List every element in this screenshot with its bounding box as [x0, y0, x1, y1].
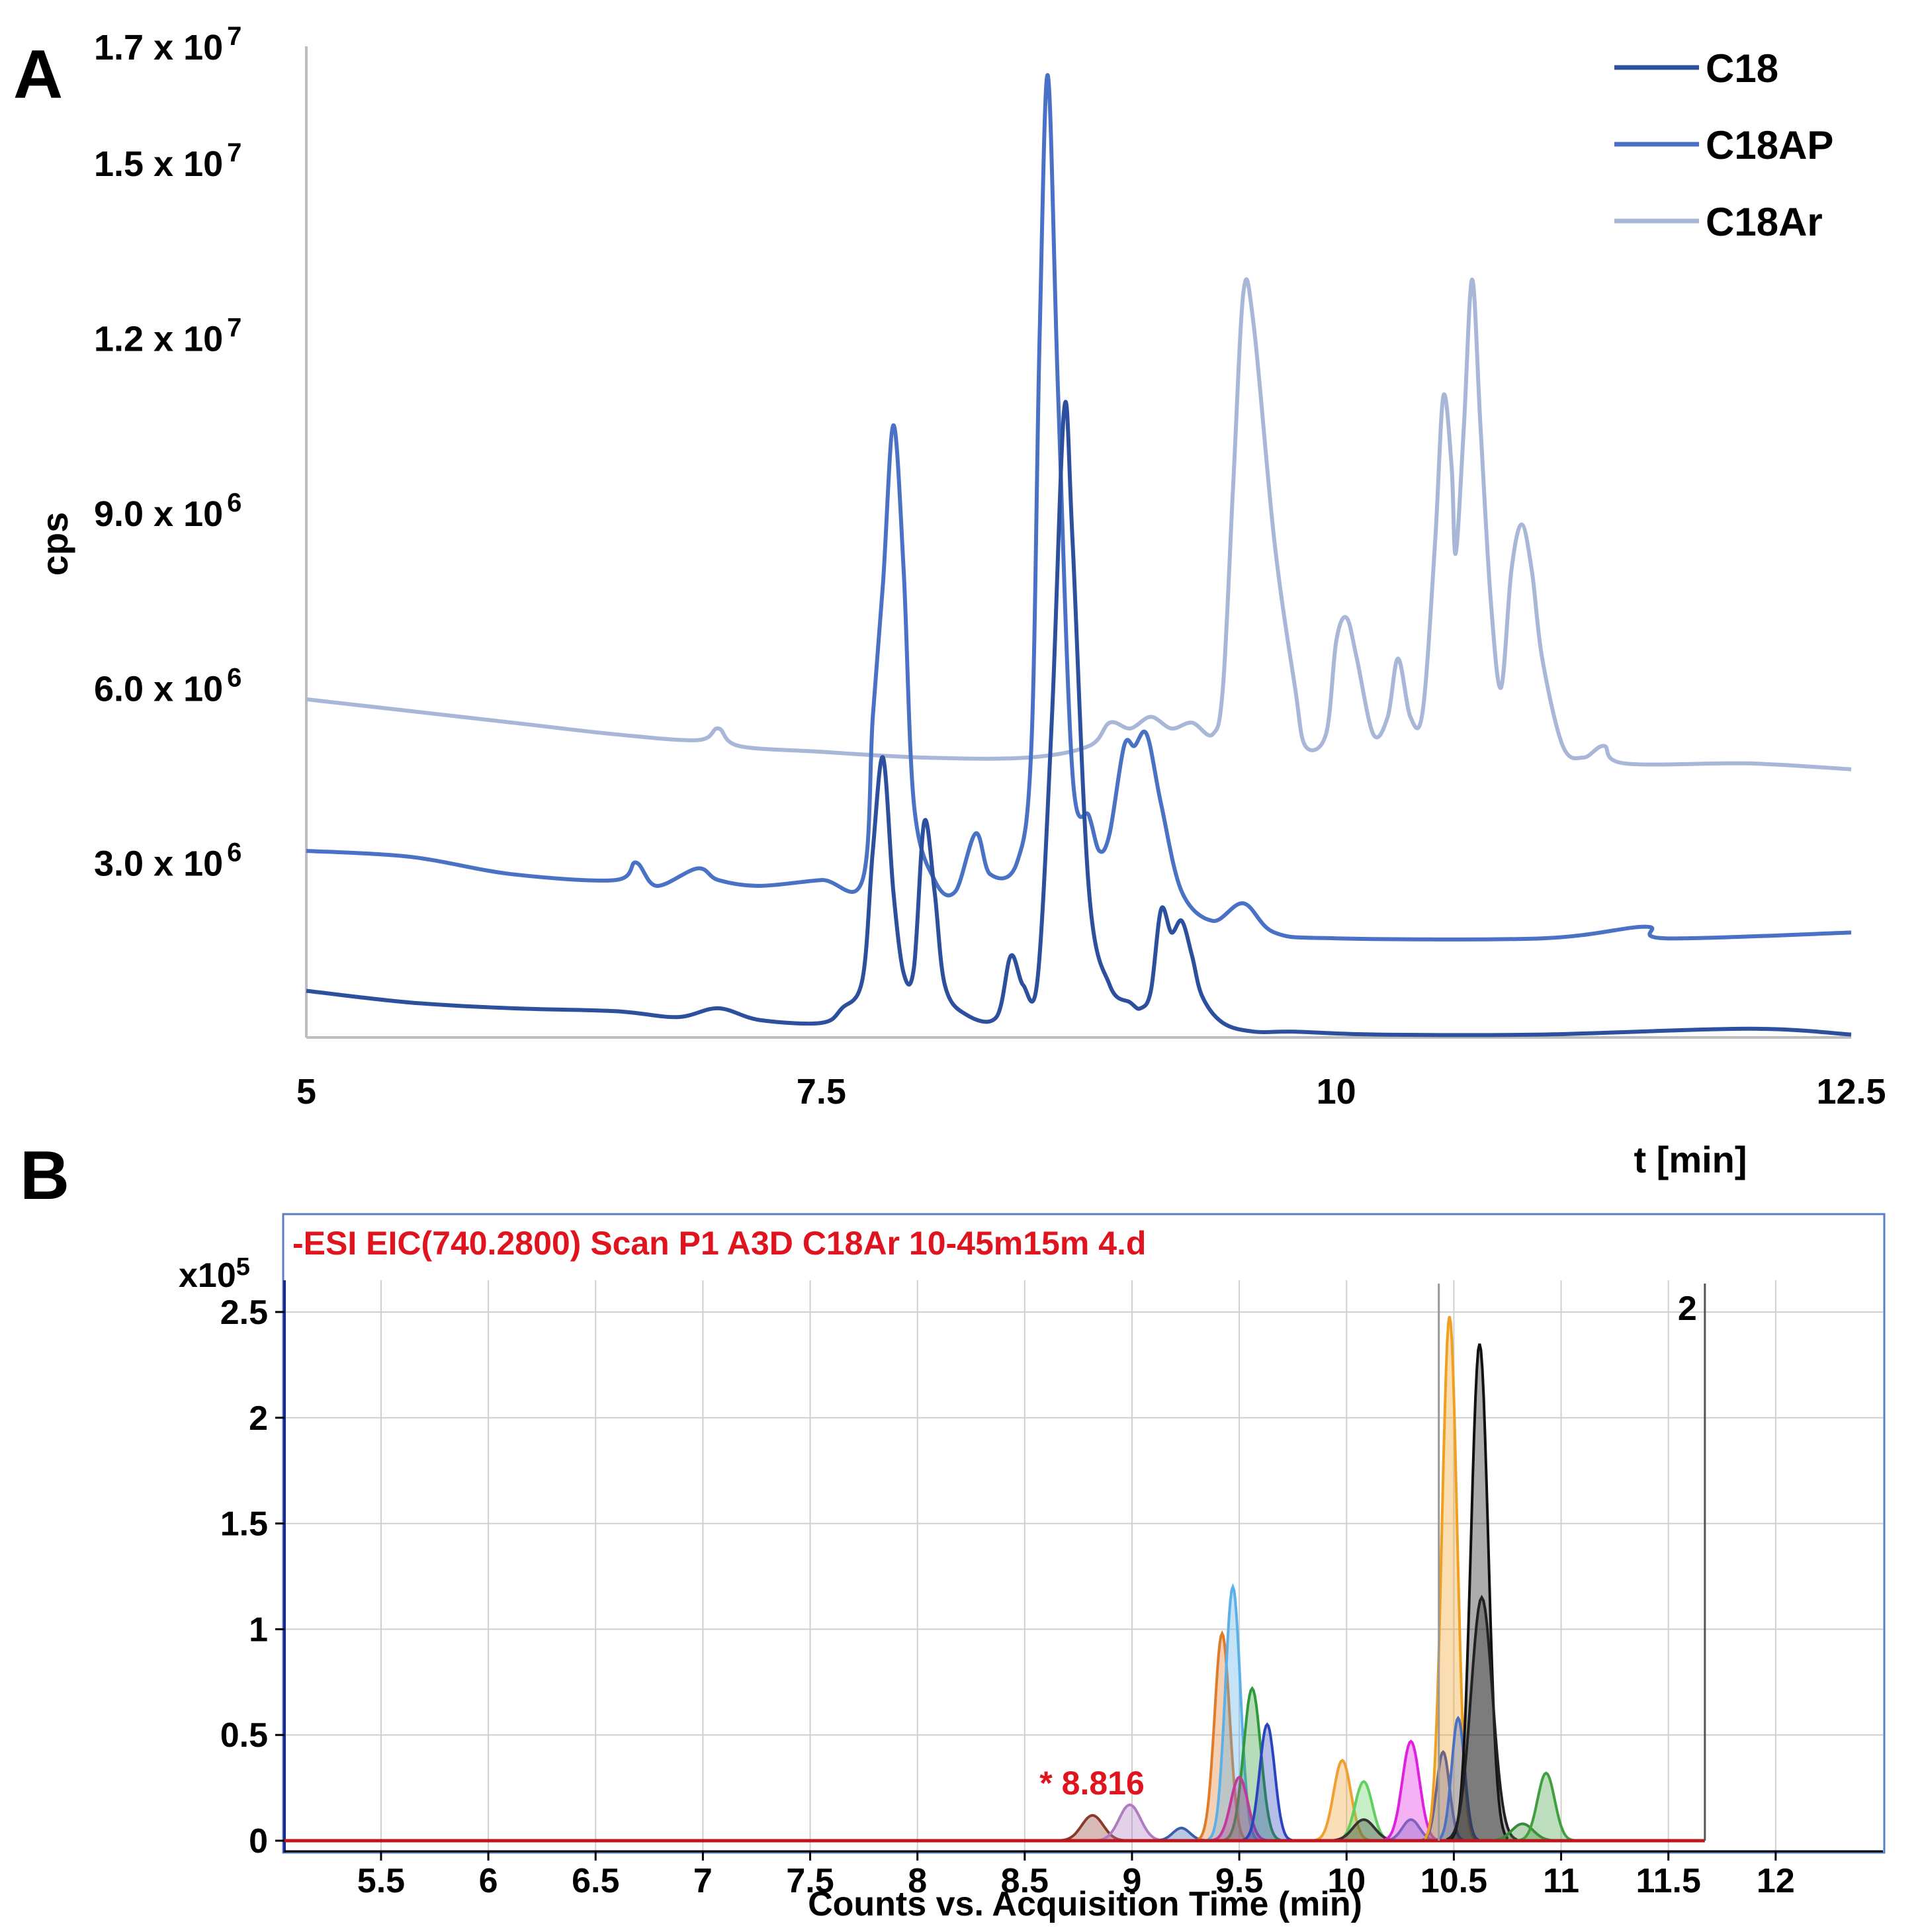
- panel-a-y-tick-mantissa: 3.0 x 10: [94, 844, 223, 884]
- panel-b-x-tick-label: 11.5: [1636, 1862, 1701, 1900]
- panel-b-y-tick-label: 0: [249, 1822, 268, 1861]
- panel-b-y-multiplier-base: x10: [179, 1256, 236, 1295]
- panel-b-x-tick-label: 8: [908, 1862, 927, 1900]
- panel-a-x-label: t [min]: [1634, 1139, 1747, 1180]
- panel-b-peak: [1517, 1771, 1575, 1842]
- panel-b-x-tick-label: 5.5: [357, 1862, 405, 1900]
- panel-a-y-tick-exponent: 6: [227, 488, 241, 517]
- panel-b-frame: [282, 1213, 1886, 1854]
- panel-b-x-tick-label: 10.5: [1420, 1862, 1487, 1900]
- panel-a-y-tick-mantissa: 1.5 x 10: [94, 144, 223, 184]
- panel-b-x-tick-label: 8.5: [1001, 1862, 1049, 1900]
- series-line-c18ar: [306, 277, 1852, 771]
- panel-b-y-tick-label: 1: [249, 1610, 268, 1649]
- panel-a-y-tick-mantissa: 9.0 x 10: [94, 494, 223, 534]
- legend-label-c18ar: C18Ar: [1706, 200, 1823, 244]
- panel-a-y-tick-label: 1.5 x 10 7: [94, 138, 241, 184]
- panel-a-y-tick-label: 6.0 x 10 6: [94, 663, 241, 709]
- panel-a-y-tick-label: 1.2 x 10 7: [94, 314, 241, 359]
- panel-a-x-ticks: 5 7.5 10 12.5: [296, 1072, 1886, 1112]
- panel-b-peak: [1436, 1715, 1480, 1842]
- panel-b-x-tick-label: 9.5: [1215, 1862, 1263, 1900]
- panel-b-y-tick-label: 0.5: [220, 1716, 268, 1755]
- panel-a-x-tick-label: 7.5: [797, 1072, 846, 1112]
- panel-b-y-tick-label: 2.5: [220, 1294, 268, 1332]
- legend-label-c18: C18: [1706, 46, 1778, 91]
- panel-a-y-tick-exponent: 7: [227, 314, 241, 343]
- panel-a-x-tick-label: 12.5: [1816, 1072, 1886, 1112]
- panel-b-x-tick-label: 9: [1123, 1862, 1142, 1900]
- legend-label-c18ap: C18AP: [1706, 123, 1833, 167]
- panel-b-x-tick-label: 12: [1757, 1862, 1795, 1900]
- panel-b-x-tick-label: 6: [479, 1862, 498, 1900]
- panel-b-peak: [1223, 1686, 1282, 1842]
- panel-b-peak: [1382, 1739, 1440, 1842]
- panel-a-y-tick-exponent: 7: [227, 138, 241, 167]
- panel-b-x-tick-label: 6.5: [572, 1862, 619, 1900]
- panel-a-y-tick-exponent: 6: [227, 663, 241, 692]
- panel-b-peaks: [1057, 1315, 1575, 1842]
- panel-b-x-label: Counts vs. Acquisition Time (min): [808, 1885, 1362, 1923]
- panel-letter-a: A: [13, 36, 63, 113]
- panel-b-y-tick-label: 2: [249, 1399, 268, 1438]
- panel-a-y-ticks: 3.0 x 10 66.0 x 10 69.0 x 10 61.2 x 10 71.5 …: [94, 22, 241, 884]
- panel-a-x-tick-label: 5: [296, 1072, 316, 1112]
- panel-b-y-ticks: 0 0.5 1 1.5 2 2.5: [220, 1294, 284, 1861]
- panel-b-y-tick-label: 1.5: [220, 1505, 268, 1544]
- series-line-c18ap: [306, 73, 1852, 942]
- panel-a-y-tick-mantissa: 1.2 x 10: [94, 320, 223, 359]
- panel-b-x-ticks: 5.5 6 6.5 7 7.5 8 8.5 9 9.5 10 10.5 11 11.5 12: [357, 1851, 1795, 1900]
- panel-letter-b: B: [20, 1137, 69, 1214]
- panel-a-y-tick-mantissa: 6.0 x 10: [94, 669, 223, 709]
- panel-b-x-tick-label: 10: [1327, 1862, 1366, 1900]
- panel-b-peak: [1094, 1803, 1166, 1842]
- panel-a-y-tick-label: 1.7 x 10 7: [94, 22, 241, 67]
- panel-a-y-tick-exponent: 6: [227, 838, 241, 867]
- panel-a-legend: C18 C18AP C18Ar: [1614, 46, 1833, 244]
- panel-b-peak: [1207, 1583, 1258, 1842]
- panel-b-peak-annotation: * 8.816: [1039, 1765, 1144, 1802]
- panel-b-y-multiplier: x105: [179, 1253, 250, 1295]
- panel-b-x-tick-label: 7: [693, 1862, 713, 1900]
- panel-b-y-multiplier-exp: 5: [236, 1253, 250, 1281]
- panel-b-peak: [1424, 1315, 1475, 1842]
- panel-b-grid: [284, 1280, 1883, 1851]
- panel-b-marker-label: 2: [1678, 1290, 1697, 1328]
- panel-a-y-label: cps: [34, 512, 75, 576]
- panel-a-series: [306, 73, 1852, 1037]
- panel-a-y-tick-label: 9.0 x 10 6: [94, 488, 241, 534]
- panel-b-x-tick-label: 11: [1543, 1862, 1579, 1900]
- panel-b-title: -ESI EIC(740.2800) Scan P1 A3D C18Ar 10-…: [292, 1225, 1146, 1262]
- panel-a-x-tick-label: 10: [1317, 1072, 1356, 1112]
- panel-a-y-tick-label: 3.0 x 10 6: [94, 838, 241, 884]
- panel-a-y-tick-exponent: 7: [227, 22, 241, 51]
- panel-b-peak: [1242, 1722, 1293, 1842]
- panel-a-y-tick-mantissa: 1.7 x 10: [94, 28, 223, 67]
- panel-b-x-tick-label: 7.5: [786, 1862, 834, 1900]
- series-line-c18: [306, 400, 1852, 1037]
- panel-b-peak: [1446, 1595, 1518, 1842]
- panel-b: B -ESI EIC(740.2800) Scan P1 A3D C18Ar 1…: [20, 1137, 1886, 1923]
- panel-a: A 3.0 x 10 66.0 x 10 69.0 x 10 61.2 x 10 71.…: [13, 22, 1886, 1180]
- panel-b-peak: [1313, 1759, 1372, 1842]
